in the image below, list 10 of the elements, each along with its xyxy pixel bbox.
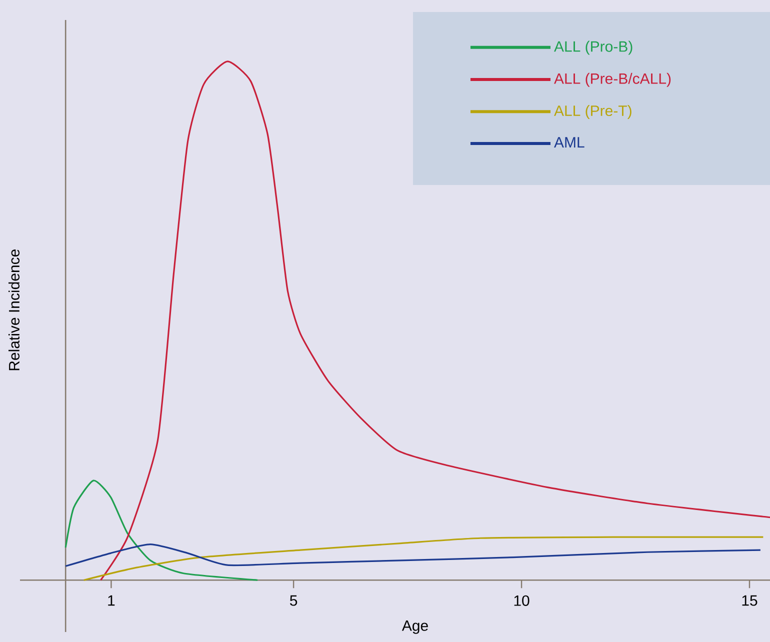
text: ALL (Pro-B) — [554, 40, 632, 55]
x-tick-label: 10 — [514, 595, 530, 606]
x-tick-label: 15 — [742, 595, 758, 606]
x-axis-title: Age — [402, 620, 428, 634]
x-tick-label: 1 — [108, 595, 115, 606]
x-tick-label: 5 — [290, 595, 298, 606]
y-axis-title: Relative Incidence — [8, 250, 20, 370]
text: AML — [554, 137, 584, 148]
text: ALL (Pre-B/cALL) — [554, 72, 671, 87]
text: ALL (Pre-T) — [554, 105, 632, 120]
